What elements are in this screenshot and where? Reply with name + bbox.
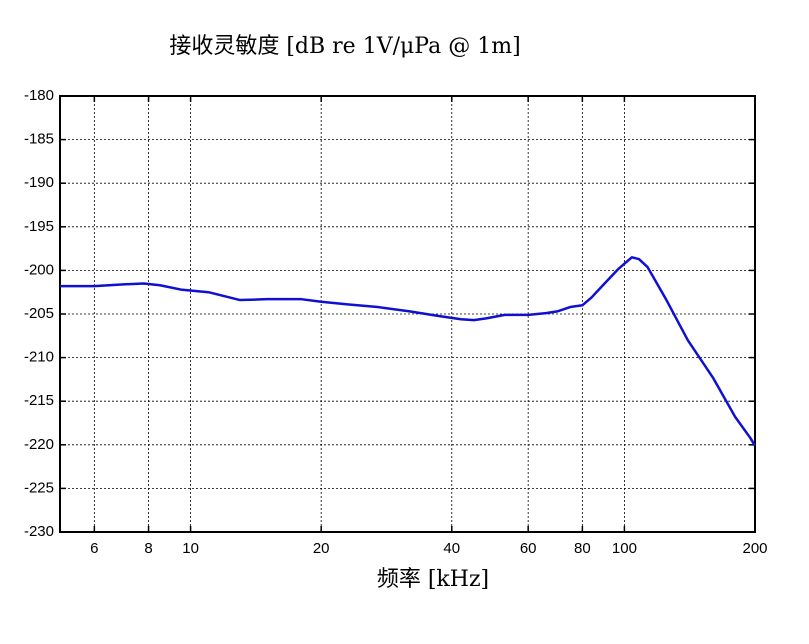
y-tick-label: -190 (24, 174, 54, 191)
y-tick-label: -215 (24, 392, 54, 409)
y-tick-label: -185 (24, 131, 54, 148)
x-tick-label: 80 (574, 540, 591, 557)
y-tick-label: -180 (24, 87, 54, 104)
x-tick-label: 20 (313, 540, 330, 557)
y-tick-label: -230 (24, 523, 54, 540)
x-tick-label: 40 (443, 540, 460, 557)
data-line (60, 256, 757, 447)
x-tick-label: 8 (144, 540, 152, 557)
chart-title: 接收灵敏度 [dB re 1V/μPa @ 1m] (169, 34, 520, 59)
x-tick-label: 60 (520, 540, 537, 557)
y-tick-label: -200 (24, 261, 54, 278)
x-tick-label: 200 (742, 540, 767, 557)
y-tick-label: -225 (24, 479, 54, 496)
x-tick-label: 10 (182, 540, 199, 557)
x-axis-label: 频率 [kHz] (377, 567, 489, 592)
y-tick-label: -220 (24, 436, 54, 453)
y-tick-label: -205 (24, 305, 54, 322)
x-tick-label: 6 (90, 540, 98, 557)
y-tick-label: -195 (24, 218, 54, 235)
y-tick-label: -210 (24, 349, 54, 366)
x-tick-label: 100 (612, 540, 637, 557)
